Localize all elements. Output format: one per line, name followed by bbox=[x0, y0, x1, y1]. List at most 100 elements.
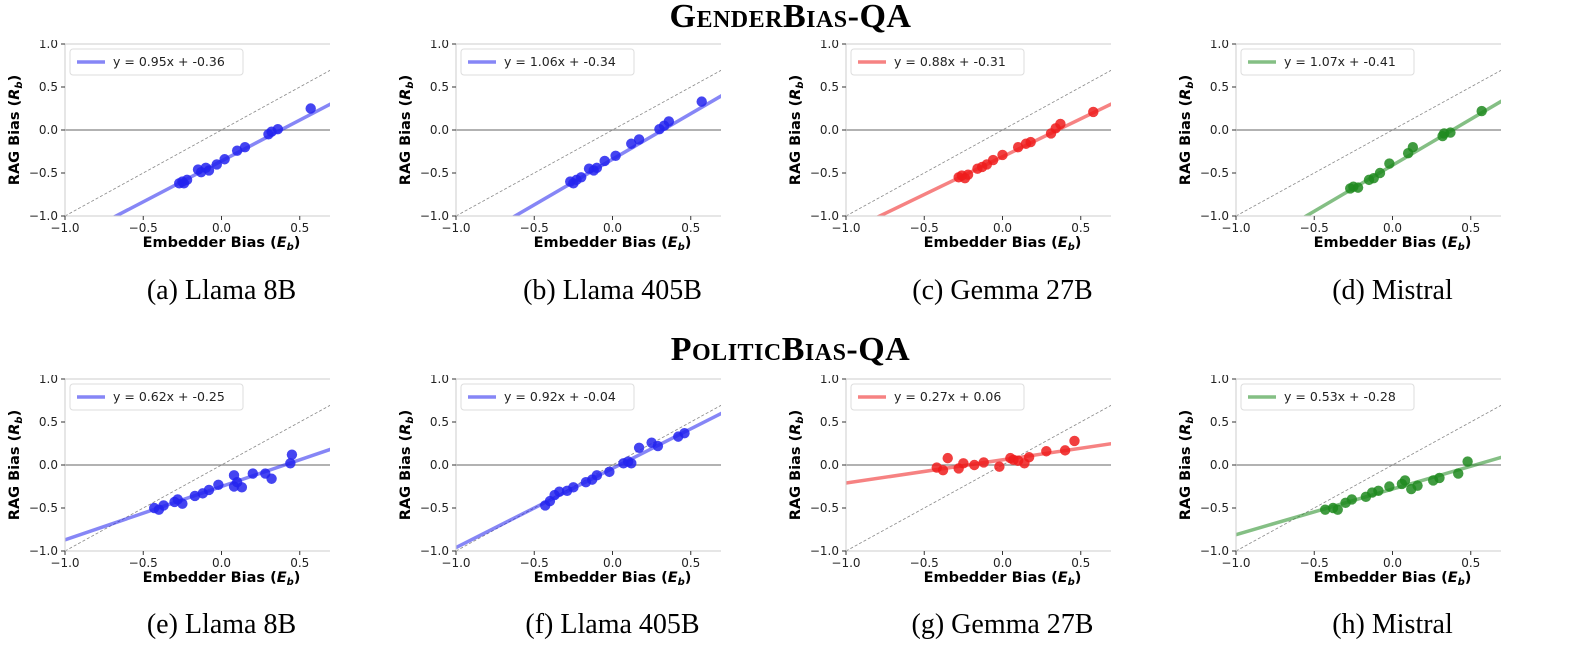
data-point bbox=[633, 442, 645, 453]
data-point bbox=[962, 169, 974, 180]
data-point bbox=[1399, 475, 1411, 486]
y-axis-label: RAG Bias (Rb) bbox=[788, 75, 806, 185]
y-axis-label: RAG Bias (Rb) bbox=[398, 410, 416, 520]
x-axis-label: Embedder Bias (Eb) bbox=[924, 235, 1082, 253]
data-point bbox=[1041, 446, 1052, 457]
y-tick-label: 0.0 bbox=[430, 123, 449, 137]
identity-line bbox=[846, 69, 1111, 216]
subfigure-caption: (h) Mistral bbox=[1332, 609, 1453, 640]
data-point bbox=[1352, 182, 1364, 193]
y-tick-label: −0.5 bbox=[29, 501, 58, 515]
x-tick-label: 0.0 bbox=[212, 221, 231, 235]
subfigure-caption: (b) Llama 405B bbox=[523, 275, 702, 306]
x-tick-label: 0.5 bbox=[1071, 221, 1090, 235]
data-point bbox=[1023, 452, 1035, 463]
y-tick-label: 0.5 bbox=[39, 415, 58, 429]
x-axis-label: Embedder Bias (Eb) bbox=[534, 570, 692, 588]
identity-line bbox=[456, 404, 721, 551]
scatter-chart-6: −1.0−0.50.00.51.0−1.0−0.50.00.51.0Embedd… bbox=[398, 375, 721, 588]
subfigure-caption: (d) Mistral bbox=[1332, 275, 1453, 306]
x-tick-label: −1.0 bbox=[50, 221, 79, 235]
y-tick-label: 1.0 bbox=[820, 375, 839, 386]
data-point bbox=[994, 461, 1005, 472]
legend-box bbox=[460, 48, 635, 76]
data-point bbox=[997, 149, 1008, 161]
legend-box bbox=[69, 383, 244, 411]
data-point bbox=[937, 464, 949, 476]
legend-box bbox=[460, 383, 635, 411]
data-point bbox=[1476, 105, 1487, 117]
x-tick-label: 0.0 bbox=[603, 221, 622, 235]
scatter-chart-1: −1.0−0.50.00.51.0−1.0−0.50.00.51.0Embedd… bbox=[7, 40, 330, 253]
legend: y = 0.53x + -0.28 bbox=[1240, 383, 1415, 411]
y-tick-label: 1.0 bbox=[430, 40, 449, 51]
x-tick-label: 0.0 bbox=[1383, 556, 1402, 570]
y-tick-label: 1.0 bbox=[39, 375, 58, 386]
legend-label: y = 0.95x + -0.36 bbox=[113, 54, 225, 69]
y-tick-label: 0.5 bbox=[430, 80, 449, 94]
data-point bbox=[958, 458, 969, 469]
data-point bbox=[1320, 504, 1331, 515]
y-tick-label: −0.5 bbox=[420, 501, 449, 515]
scatter-chart-3: −1.0−0.50.00.51.0−1.0−0.50.00.51.0Embedd… bbox=[788, 40, 1111, 253]
legend-label: y = 0.62x + -0.25 bbox=[113, 389, 225, 404]
data-point bbox=[272, 123, 284, 135]
x-axis-label: Embedder Bias (Eb) bbox=[534, 235, 692, 253]
regression-line bbox=[112, 102, 330, 216]
data-point bbox=[231, 145, 243, 156]
section-title-politicbias: PoliticBias-QA bbox=[670, 331, 911, 368]
data-point bbox=[969, 459, 980, 471]
x-tick-label: −1.0 bbox=[1221, 556, 1250, 570]
legend-box bbox=[1240, 383, 1415, 411]
data-point bbox=[942, 452, 953, 464]
y-tick-label: 0.5 bbox=[820, 415, 839, 429]
y-tick-label: 0.5 bbox=[39, 80, 58, 94]
regression-line bbox=[846, 441, 1111, 485]
data-point bbox=[189, 490, 201, 502]
x-tick-label: −0.5 bbox=[910, 556, 939, 570]
data-point bbox=[591, 470, 603, 481]
subfigure-caption: (a) Llama 8B bbox=[146, 275, 297, 306]
legend-label: y = 1.07x + -0.41 bbox=[1284, 54, 1396, 69]
regression-line bbox=[875, 102, 1111, 216]
identity-line bbox=[65, 404, 330, 551]
scatter-chart-2: −1.0−0.50.00.51.0−1.0−0.50.00.51.0Embedd… bbox=[398, 40, 721, 253]
data-point bbox=[591, 162, 603, 174]
y-tick-label: 0.0 bbox=[39, 123, 58, 137]
data-point bbox=[1059, 445, 1071, 456]
data-point bbox=[626, 138, 637, 149]
y-tick-label: 0.0 bbox=[430, 458, 449, 472]
legend-box bbox=[69, 48, 244, 76]
data-point bbox=[1088, 106, 1099, 118]
y-tick-label: −1.0 bbox=[1200, 544, 1229, 558]
y-axis-label: RAG Bias (Rb) bbox=[7, 75, 25, 185]
data-point bbox=[285, 458, 296, 469]
x-tick-label: 0.0 bbox=[603, 556, 622, 570]
data-point bbox=[1012, 142, 1024, 153]
y-tick-label: 0.0 bbox=[820, 458, 839, 472]
data-point bbox=[1069, 435, 1080, 447]
data-point bbox=[987, 154, 999, 166]
legend-box bbox=[850, 383, 1025, 411]
y-tick-label: −0.5 bbox=[29, 166, 58, 180]
y-tick-label: −1.0 bbox=[420, 209, 449, 223]
x-tick-label: −0.5 bbox=[129, 556, 158, 570]
regression-line bbox=[456, 411, 721, 550]
y-axis-label: RAG Bias (Rb) bbox=[788, 410, 806, 520]
data-point bbox=[177, 498, 188, 509]
data-point bbox=[305, 103, 316, 114]
x-axis-label: Embedder Bias (Eb) bbox=[143, 235, 301, 253]
data-point bbox=[1407, 142, 1419, 153]
data-point bbox=[696, 96, 707, 107]
legend: y = 0.92x + -0.04 bbox=[460, 383, 635, 411]
y-axis-label: RAG Bias (Rb) bbox=[1178, 410, 1196, 520]
data-point bbox=[239, 142, 251, 153]
x-tick-label: 0.0 bbox=[1383, 221, 1402, 235]
data-point bbox=[203, 484, 215, 496]
data-point bbox=[1434, 472, 1445, 484]
regression-line bbox=[65, 447, 330, 542]
data-point bbox=[1412, 480, 1423, 491]
data-point bbox=[1445, 127, 1456, 138]
data-point bbox=[626, 458, 637, 469]
data-point bbox=[568, 482, 579, 493]
